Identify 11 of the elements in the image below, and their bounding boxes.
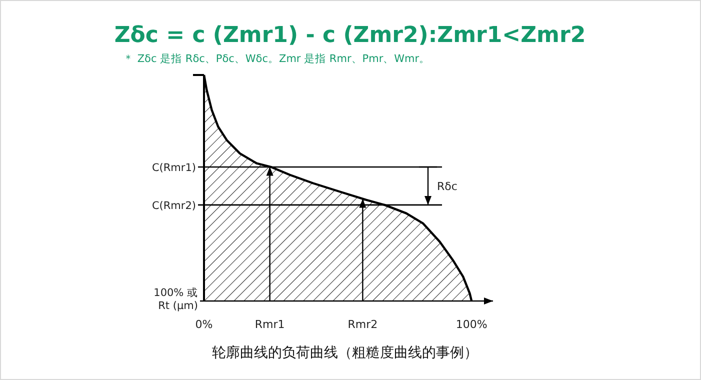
x-tick-label: 0% bbox=[195, 318, 213, 331]
y-axis-title: 100% 或 Rt (μm) bbox=[154, 286, 198, 312]
x-tick-label: 100% bbox=[456, 318, 488, 331]
x-tick-label: Rmr1 bbox=[254, 318, 285, 331]
ref-line-label: C(Rmr1) bbox=[152, 162, 196, 174]
x-tick-label: Rmr2 bbox=[348, 318, 378, 331]
chart-subtitle: ＊ Zδc 是指 Rδc、Pδc、Wδc。Zmr 是指 Rmr、Pmr、Wmr。 bbox=[123, 53, 430, 65]
chart-title: Zδc = c (Zmr1) - c (Zmr2):Zmr1<Zmr2 bbox=[114, 23, 586, 48]
text: 轮廓曲线的负荷曲线（粗糙度曲线的事例） bbox=[212, 345, 478, 361]
ref-line-label: C(Rmr2) bbox=[152, 200, 196, 212]
annotation: Rδc bbox=[437, 180, 458, 193]
